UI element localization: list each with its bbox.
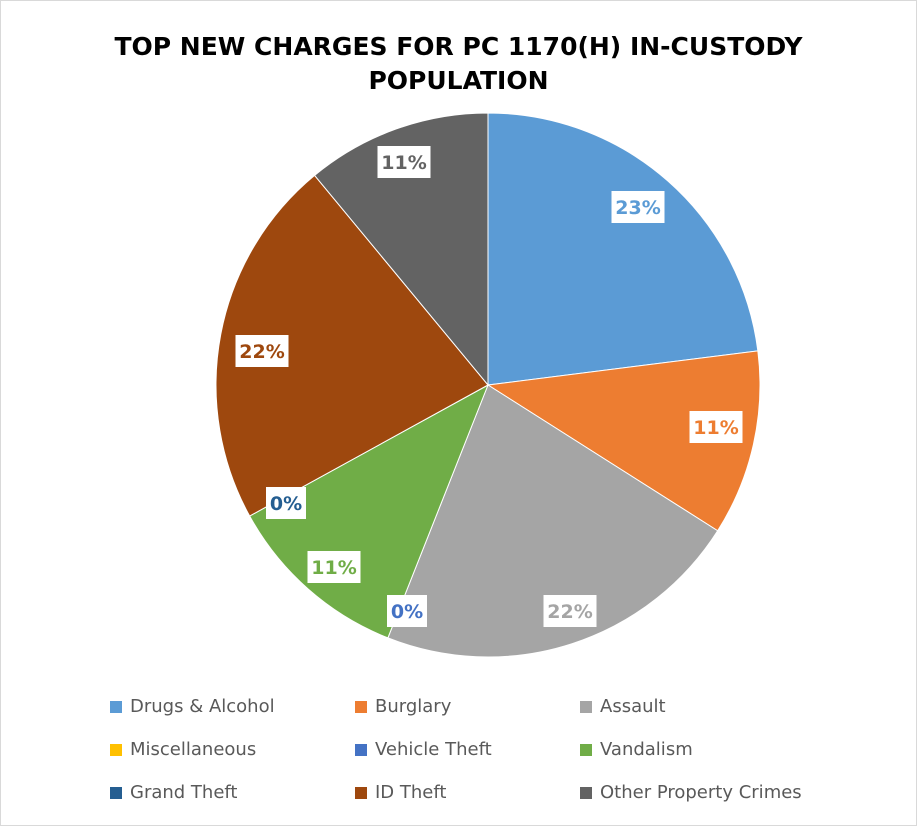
data-label-other-property-crimes: 11% (377, 146, 431, 178)
data-label-text: 0% (391, 601, 423, 623)
legend-item-miscellaneous: Miscellaneous (110, 739, 256, 760)
legend-label: Miscellaneous (130, 739, 257, 760)
data-label-id-theft: 22% (235, 335, 289, 367)
legend-item-vehicle-theft: Vehicle Theft (355, 739, 492, 760)
pie-slice-id-theft (215, 174, 489, 517)
data-label-vehicle-theft: 0% (387, 595, 427, 627)
legend-item-burglary: Burglary (355, 696, 451, 717)
data-label-box (266, 487, 306, 519)
pie-slice-burglary (486, 350, 761, 532)
legend-label: ID Theft (375, 782, 447, 803)
data-label-text: 22% (239, 341, 284, 363)
data-label-box (611, 191, 665, 223)
data-label-drugs-and-alcohol: 23% (611, 191, 665, 223)
data-label-text: 11% (311, 557, 356, 579)
legend-label: Other Property Crimes (600, 782, 802, 803)
data-label-vandalism: 11% (307, 551, 361, 583)
legend-swatch (580, 700, 592, 713)
legend-swatch (110, 743, 122, 756)
pie-slice-drugs-and-alcohol (487, 112, 759, 386)
pie-slice-assault (387, 384, 719, 658)
legend-swatch (580, 743, 592, 756)
data-label-text: 0% (270, 493, 302, 515)
chart-title: TOP NEW CHARGES FOR PC 1170(H) IN-CUSTOD… (0, 30, 917, 98)
legend-swatch (355, 700, 367, 713)
legend-item-drugs-and-alcohol: Drugs & Alcohol (110, 696, 275, 717)
data-label-box (307, 551, 361, 583)
legend-label: Drugs & Alcohol (130, 696, 275, 717)
data-label-burglary: 11% (689, 411, 743, 443)
legend-swatch (355, 786, 367, 799)
data-label-text: 11% (693, 417, 738, 439)
chart-title-line-1: TOP NEW CHARGES FOR PC 1170(H) IN-CUSTOD… (114, 32, 803, 61)
data-label-box (387, 595, 427, 627)
legend-label: Burglary (375, 696, 452, 717)
pie-slices (215, 112, 761, 658)
legend-item-grand-theft: Grand Theft (110, 782, 238, 803)
chart-title-line-2: POPULATION (368, 66, 549, 95)
data-label-box (543, 595, 597, 627)
data-label-box (689, 411, 743, 443)
legend-swatch (355, 743, 367, 756)
legend-label: Assault (600, 696, 666, 717)
legend-item-vandalism: Vandalism (580, 739, 693, 760)
data-label-text: 22% (547, 601, 592, 623)
legend-swatch (110, 786, 122, 799)
pie-labels: 23% 11% 22% 0% 11% 0% 22% 11% (235, 146, 743, 627)
legend-swatch (580, 786, 592, 799)
data-label-grand-theft: 0% (266, 487, 306, 519)
data-label-text: 23% (615, 197, 660, 219)
legend-label: Grand Theft (130, 782, 238, 803)
pie-slice-other-property-crimes (313, 112, 489, 387)
data-label-box (377, 146, 431, 178)
legend-label: Vehicle Theft (375, 739, 492, 760)
data-label-assault: 22% (543, 595, 597, 627)
legend-item-other-property-crimes: Other Property Crimes (580, 782, 802, 803)
legend-item-assault: Assault (580, 696, 666, 717)
legend-item-id-theft: ID Theft (355, 782, 446, 803)
legend-swatch (110, 700, 122, 713)
data-label-text: 11% (381, 152, 426, 174)
legend-label: Vandalism (600, 739, 693, 760)
data-label-box (235, 335, 289, 367)
